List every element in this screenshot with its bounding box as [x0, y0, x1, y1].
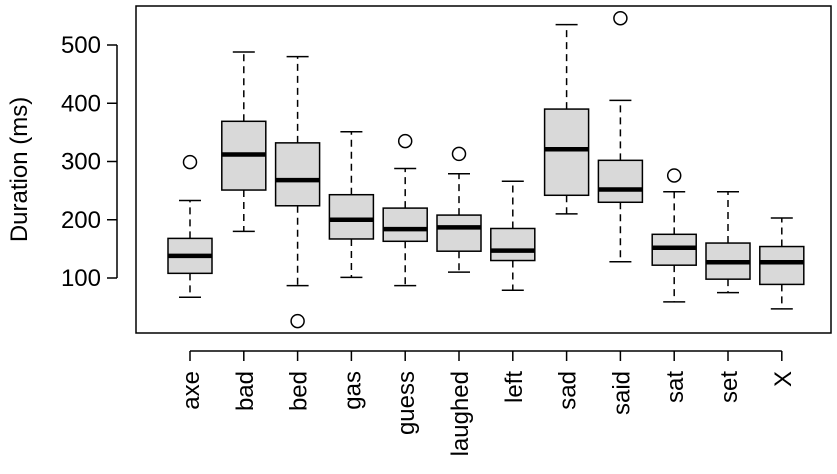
- y-tick-label: 100: [61, 265, 101, 292]
- box-sad: [543, 23, 590, 215]
- plot-frame: [135, 5, 832, 334]
- x-tick-label: left: [501, 371, 528, 403]
- outlier-point: [182, 154, 198, 170]
- outlier-point: [290, 313, 305, 329]
- x-tick-label: sat: [662, 371, 689, 403]
- box-laughed: [436, 146, 482, 273]
- box-left: [490, 180, 536, 291]
- box-set: [705, 191, 751, 294]
- box-bad: [221, 51, 267, 233]
- box-gas: [328, 131, 375, 279]
- x-tick-label: axe: [178, 371, 205, 410]
- outlier-point: [666, 168, 682, 183]
- x-tick-label: bed: [286, 371, 313, 411]
- boxes-layer: [167, 10, 805, 329]
- x-tick-label: gas: [339, 371, 366, 410]
- box-said: [597, 10, 644, 263]
- y-tick-label: 400: [61, 90, 101, 117]
- y-tick-label: 200: [61, 207, 101, 234]
- x-tick-label: said: [608, 371, 635, 415]
- x-tick-label: laughed: [447, 371, 474, 456]
- x-tick-label: guess: [393, 371, 420, 435]
- x-tick-label: set: [716, 371, 743, 403]
- outlier-point: [613, 10, 628, 26]
- iqr-box: [759, 245, 805, 286]
- iqr-box: [490, 227, 536, 262]
- y-axis-title: Duration (ms): [6, 97, 33, 242]
- y-tick-label: 500: [61, 32, 101, 59]
- iqr-box: [597, 159, 644, 204]
- y-axis: 100 200 300 400 500: [61, 32, 118, 292]
- x-axis: axe bad bed gas guess laughed left sad said sat se…: [178, 350, 797, 456]
- iqr-box: [543, 108, 590, 197]
- y-tick-label: 300: [61, 149, 101, 176]
- outlier-point: [451, 146, 467, 162]
- iqr-box: [328, 193, 375, 240]
- iqr-box: [436, 214, 482, 252]
- x-tick-label: sad: [555, 371, 582, 410]
- outlier-point: [397, 133, 413, 149]
- x-tick-label: bad: [232, 371, 259, 411]
- box-sat: [651, 168, 697, 303]
- box-guess: [382, 133, 428, 287]
- box-bed: [274, 55, 321, 329]
- box-X: [759, 217, 805, 310]
- box-axe: [167, 154, 213, 298]
- iqr-box: [274, 142, 321, 207]
- x-tick-label: X: [770, 371, 797, 387]
- iqr-box: [382, 207, 428, 243]
